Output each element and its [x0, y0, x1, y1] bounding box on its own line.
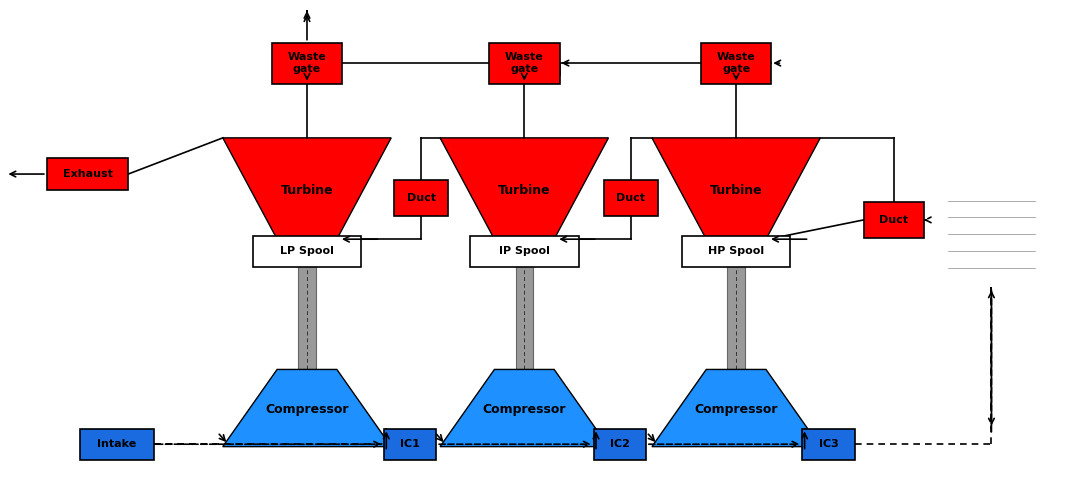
FancyBboxPatch shape	[80, 428, 154, 460]
FancyBboxPatch shape	[604, 180, 657, 216]
Text: Waste
gate: Waste gate	[287, 52, 327, 74]
Text: IC3: IC3	[819, 439, 839, 449]
Text: HP Spool: HP Spool	[708, 246, 764, 256]
Text: Exhaust: Exhaust	[62, 169, 112, 179]
Bar	[727, 239, 745, 369]
Text: Waste
gate: Waste gate	[505, 52, 544, 74]
Bar	[515, 239, 533, 369]
Text: Turbine: Turbine	[281, 184, 333, 197]
Text: Duct: Duct	[616, 193, 645, 203]
Polygon shape	[440, 369, 608, 447]
FancyBboxPatch shape	[864, 202, 924, 238]
FancyBboxPatch shape	[470, 236, 579, 267]
Text: Turbine: Turbine	[498, 184, 550, 197]
FancyBboxPatch shape	[489, 42, 559, 83]
Polygon shape	[223, 369, 391, 447]
Text: Compressor: Compressor	[265, 403, 348, 416]
FancyBboxPatch shape	[681, 236, 791, 267]
Polygon shape	[652, 138, 820, 239]
Text: IC2: IC2	[610, 439, 630, 449]
Polygon shape	[223, 138, 391, 239]
Text: IC1: IC1	[401, 439, 420, 449]
Text: Turbine: Turbine	[710, 184, 762, 197]
Text: Duct: Duct	[879, 215, 909, 225]
FancyBboxPatch shape	[394, 180, 448, 216]
FancyBboxPatch shape	[272, 42, 342, 83]
Text: Compressor: Compressor	[483, 403, 566, 416]
FancyBboxPatch shape	[803, 428, 855, 460]
FancyBboxPatch shape	[594, 428, 646, 460]
Text: IP Spool: IP Spool	[499, 246, 549, 256]
FancyBboxPatch shape	[384, 428, 437, 460]
Polygon shape	[652, 369, 820, 447]
Text: Compressor: Compressor	[695, 403, 778, 416]
Polygon shape	[440, 138, 608, 239]
FancyBboxPatch shape	[701, 42, 771, 83]
Bar	[298, 239, 316, 369]
Text: Intake: Intake	[97, 439, 136, 449]
FancyBboxPatch shape	[252, 236, 361, 267]
Text: Duct: Duct	[406, 193, 436, 203]
FancyBboxPatch shape	[47, 159, 128, 190]
Text: Waste
gate: Waste gate	[716, 52, 756, 74]
Text: LP Spool: LP Spool	[280, 246, 334, 256]
